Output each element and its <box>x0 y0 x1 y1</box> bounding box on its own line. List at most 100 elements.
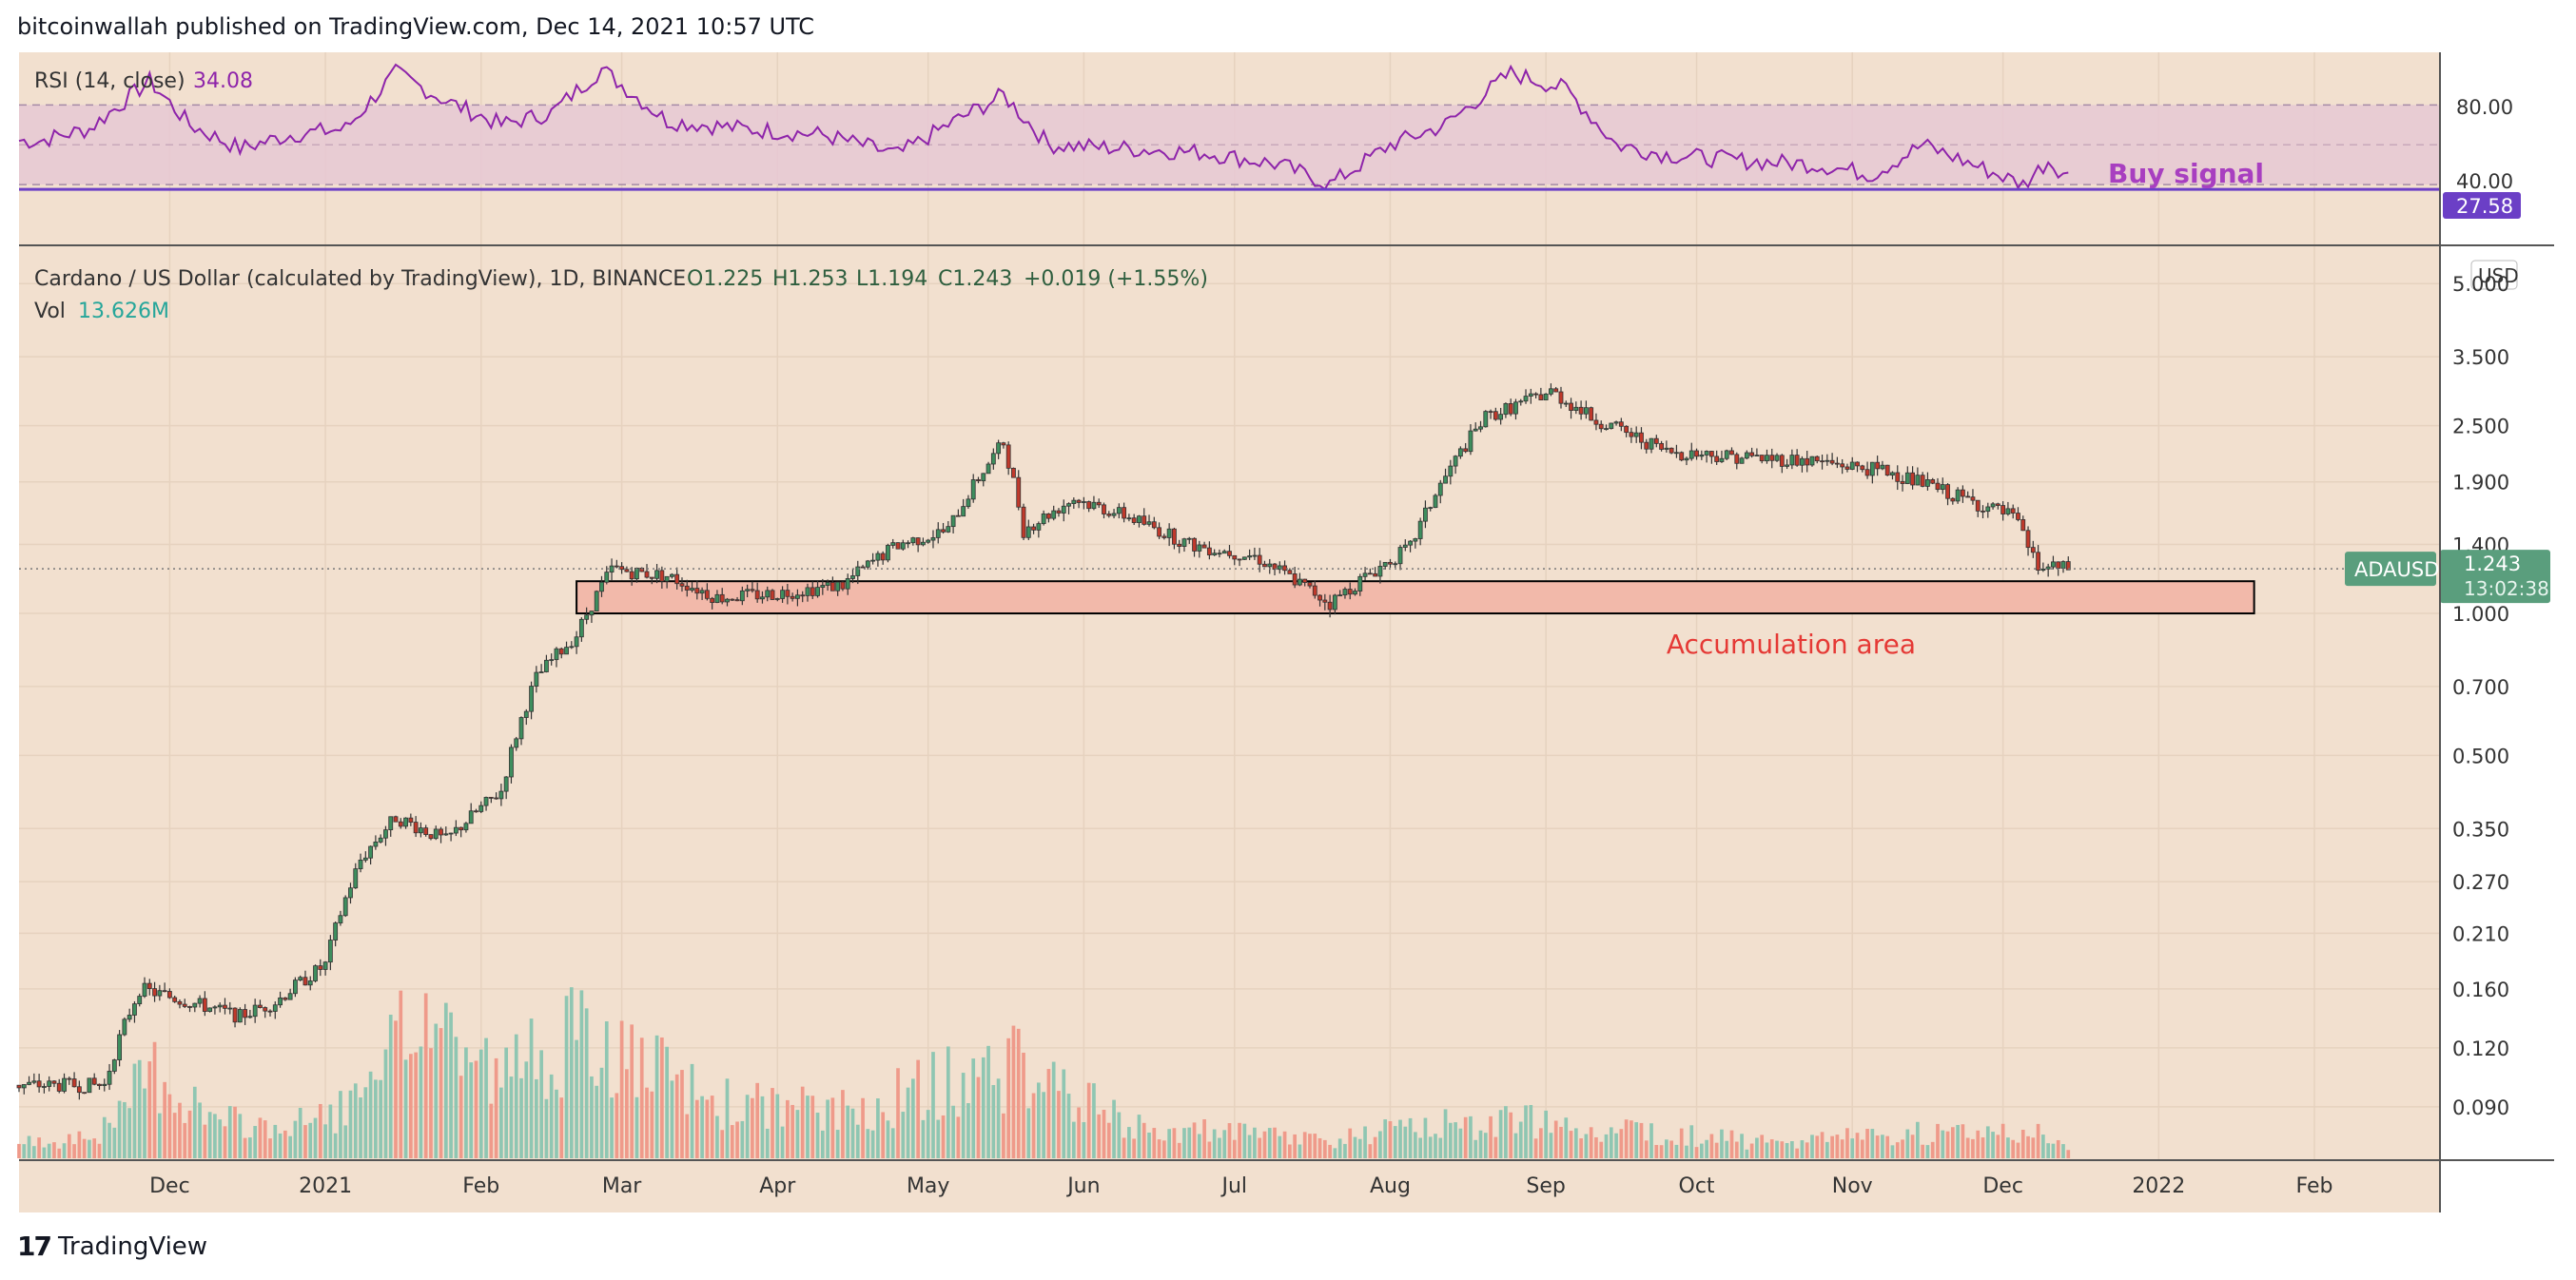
candle-body <box>509 747 514 778</box>
volume-bar <box>478 1049 483 1158</box>
candle-body <box>1001 442 1006 446</box>
volume-bar <box>1092 1083 1096 1158</box>
volume-bar <box>278 1133 283 1158</box>
volume-bar <box>1925 1145 1930 1158</box>
volume-bar <box>1624 1119 1629 1158</box>
candle-body <box>534 671 539 687</box>
candle-body <box>750 589 755 592</box>
candle-body <box>1593 419 1599 425</box>
candle-body <box>1353 591 1357 595</box>
volume-bar <box>1117 1112 1122 1158</box>
candle-body <box>67 1077 72 1080</box>
volume-bar <box>203 1124 207 1158</box>
candle-body <box>966 498 971 508</box>
tradingview-chart[interactable]: RSI (14, close) 34.08 Buy signal 80.00 4… <box>0 0 2576 1227</box>
volume-bar <box>1901 1139 1904 1158</box>
candle-body <box>1071 499 1077 505</box>
candle-body <box>1016 476 1022 508</box>
volume-bar <box>1685 1145 1688 1158</box>
candle-body <box>820 585 826 589</box>
rsi-tick-40: 40.00 <box>2456 170 2513 193</box>
candle-body <box>2040 568 2046 572</box>
volume-bar <box>569 987 574 1158</box>
candle-body <box>629 571 634 580</box>
volume-bar <box>539 1050 543 1158</box>
price-panel[interactable]: Accumulation area Cardano / US Dollar (c… <box>16 260 2550 1158</box>
price-tick-label: 3.500 <box>2452 346 2509 369</box>
volume-bar <box>861 1097 865 1158</box>
volume-bar <box>127 1108 132 1158</box>
volume-bar <box>353 1083 358 1158</box>
volume-bar <box>1559 1126 1563 1158</box>
rsi-panel[interactable]: RSI (14, close) 34.08 Buy signal 80.00 4… <box>18 63 2521 219</box>
volume-bar <box>1333 1148 1337 1158</box>
volume-bar <box>1850 1138 1855 1158</box>
candle-body <box>1869 461 1875 476</box>
candle-body <box>1192 537 1197 552</box>
candle-body <box>483 797 489 806</box>
volume-bar <box>1177 1142 1181 1158</box>
time-tick-label: Sep <box>1526 1174 1565 1198</box>
candle-body <box>307 980 313 986</box>
candle-body <box>1488 411 1493 414</box>
volume-bar <box>1127 1127 1131 1158</box>
candle-body <box>82 1092 88 1095</box>
volume-bar <box>1071 1121 1076 1158</box>
volume-bar <box>1689 1125 1694 1158</box>
volume-bar <box>2056 1139 2060 1158</box>
volume-bar <box>1469 1115 1473 1158</box>
volume-bar <box>896 1068 900 1158</box>
candle-body <box>172 997 178 1002</box>
volume-bar <box>363 1087 368 1158</box>
ohlc-open: O1.225 <box>687 267 763 291</box>
candle-body <box>1197 544 1202 552</box>
volume-bar <box>1182 1128 1186 1158</box>
candle-body <box>2000 505 2006 514</box>
volume-bar <box>986 1045 990 1158</box>
volume-bar <box>248 1137 252 1158</box>
volume-bar <box>22 1144 27 1158</box>
candle-body <box>906 542 910 545</box>
volume-bar <box>1996 1135 2000 1158</box>
candle-body <box>800 594 806 597</box>
volume-bar <box>1985 1126 1990 1158</box>
volume-bar <box>67 1134 71 1158</box>
candle-body <box>941 529 946 533</box>
volume-bar <box>1518 1121 1523 1158</box>
time-tick-label: Jun <box>1065 1174 1100 1198</box>
candle-body <box>795 594 800 599</box>
volume-bar <box>258 1117 263 1158</box>
currency-button[interactable] <box>2470 260 2518 290</box>
volume-bar <box>1604 1134 1609 1158</box>
volume-bar <box>1302 1132 1307 1158</box>
candle-body <box>961 506 966 517</box>
candle-body <box>1644 441 1649 450</box>
volume-bar <box>1760 1135 1765 1158</box>
candle-body <box>1498 414 1504 420</box>
volume-bar <box>1132 1138 1137 1158</box>
volume-bar <box>710 1096 714 1158</box>
volume-bar <box>183 1122 187 1158</box>
volume-bar <box>876 1098 880 1158</box>
candle-body <box>725 598 730 603</box>
volume-bar <box>1428 1136 1433 1158</box>
candle-body <box>227 1007 233 1010</box>
last-price-label: 1.243 <box>2464 553 2521 575</box>
volume-bar <box>630 1024 634 1158</box>
volume-bar <box>1594 1136 1598 1158</box>
candle-body <box>1789 455 1795 466</box>
time-tick-label: Dec <box>1982 1174 2023 1198</box>
candle-body <box>71 1078 77 1088</box>
candle-body <box>970 479 976 500</box>
candle-body <box>1241 556 1247 560</box>
candle-body <box>1457 448 1463 457</box>
volume-bar <box>1242 1123 1247 1158</box>
candle-body <box>1744 452 1749 459</box>
volume-bar <box>535 1078 538 1158</box>
volume-bar <box>52 1142 56 1158</box>
time-axis-ticks: Dec 2021 Feb Mar Apr May Jun Jul Aug Sep Oct Nov Dec… <box>149 1174 2332 1198</box>
volume-bar <box>855 1124 860 1158</box>
volume-bar <box>625 1069 629 1158</box>
time-tick-label: Jul <box>1220 1174 1248 1198</box>
volume-bar <box>2061 1144 2065 1158</box>
